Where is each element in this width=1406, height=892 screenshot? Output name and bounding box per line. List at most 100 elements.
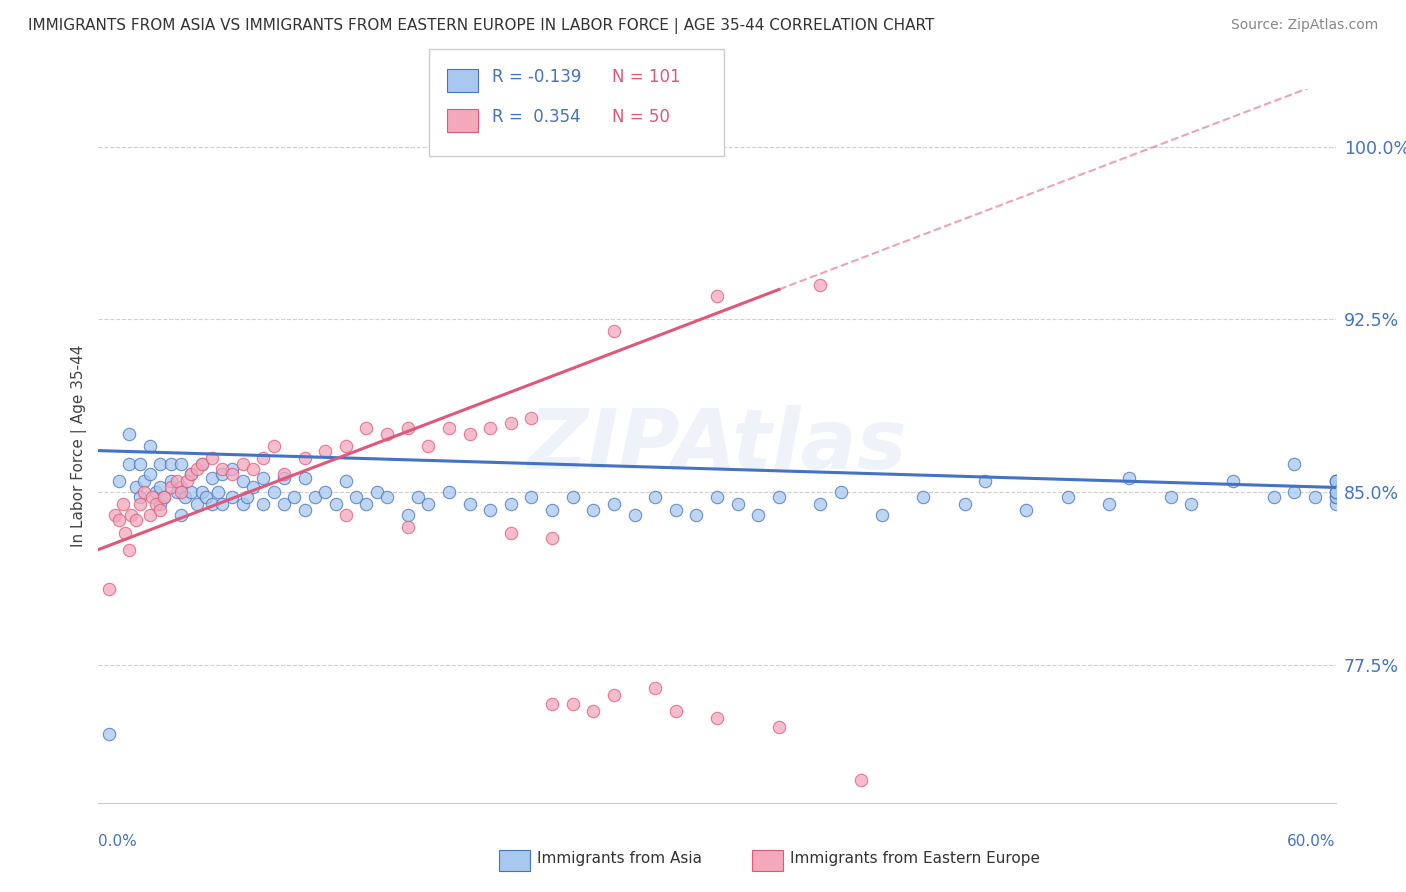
Point <box>1098 497 1121 511</box>
Point <box>180 467 202 481</box>
Point <box>335 439 357 453</box>
Point <box>1160 490 1182 504</box>
Point <box>139 467 162 481</box>
Point <box>1303 490 1326 504</box>
Point <box>190 485 212 500</box>
Point <box>541 531 564 545</box>
Point <box>644 490 666 504</box>
Point <box>1180 497 1202 511</box>
Text: 60.0%: 60.0% <box>1288 834 1336 849</box>
Y-axis label: In Labor Force | Age 35-44: In Labor Force | Age 35-44 <box>72 345 87 547</box>
Point <box>437 485 460 500</box>
Point <box>1324 474 1347 488</box>
Point <box>644 681 666 695</box>
Point <box>953 497 976 511</box>
Point <box>145 497 167 511</box>
Point <box>808 277 831 292</box>
Point <box>263 439 285 453</box>
Point <box>1222 474 1244 488</box>
Point <box>159 480 181 494</box>
Point <box>174 490 197 504</box>
Point <box>118 542 141 557</box>
Point <box>335 508 357 522</box>
Point <box>170 485 193 500</box>
Point <box>176 474 198 488</box>
Point <box>211 462 233 476</box>
Point <box>207 485 229 500</box>
Point <box>582 503 605 517</box>
Point <box>221 467 243 481</box>
Point <box>912 490 935 504</box>
Point <box>561 697 583 711</box>
Point <box>232 497 254 511</box>
Text: Immigrants from Eastern Europe: Immigrants from Eastern Europe <box>790 852 1040 866</box>
Point <box>132 485 155 500</box>
Point <box>1015 503 1038 517</box>
Point <box>149 458 172 472</box>
Point <box>458 427 481 442</box>
Point <box>768 490 790 504</box>
Text: N = 101: N = 101 <box>612 68 681 86</box>
Point <box>344 490 367 504</box>
Text: Immigrants from Asia: Immigrants from Asia <box>537 852 702 866</box>
Point <box>201 471 224 485</box>
Point <box>128 490 150 504</box>
Point <box>236 490 259 504</box>
Point <box>335 474 357 488</box>
Point <box>458 497 481 511</box>
Point <box>190 458 212 472</box>
Point <box>830 485 852 500</box>
Point <box>561 490 583 504</box>
Point <box>665 503 688 517</box>
Point <box>366 485 388 500</box>
Point <box>201 497 224 511</box>
Point <box>166 485 188 500</box>
Text: R = -0.139: R = -0.139 <box>492 68 582 86</box>
Point <box>356 420 378 434</box>
Point <box>186 462 208 476</box>
Point <box>314 485 336 500</box>
Point <box>128 458 150 472</box>
Point <box>242 462 264 476</box>
Point <box>499 416 522 430</box>
Point <box>252 450 274 465</box>
Point <box>283 490 305 504</box>
Point <box>201 450 224 465</box>
Point <box>170 458 193 472</box>
Point <box>211 497 233 511</box>
Point <box>396 519 419 533</box>
Point <box>1324 474 1347 488</box>
Point <box>314 443 336 458</box>
Point <box>124 480 146 494</box>
Point <box>479 420 502 434</box>
Point <box>499 526 522 541</box>
Point <box>437 420 460 434</box>
Point <box>1324 485 1347 500</box>
Point <box>396 420 419 434</box>
Point <box>149 480 172 494</box>
Point <box>1324 497 1347 511</box>
Point <box>170 480 193 494</box>
Point <box>1263 490 1285 504</box>
Point <box>1056 490 1078 504</box>
Point <box>252 497 274 511</box>
Point <box>1324 490 1347 504</box>
Point <box>706 490 728 504</box>
Point <box>418 439 440 453</box>
Point <box>768 720 790 734</box>
Point <box>221 462 243 476</box>
Point <box>1118 471 1140 485</box>
Point <box>406 490 429 504</box>
Point <box>974 474 997 488</box>
Point <box>603 497 626 511</box>
Point <box>166 474 188 488</box>
Point <box>159 458 181 472</box>
Point <box>1324 490 1347 504</box>
Point <box>1284 458 1306 472</box>
Point <box>159 474 181 488</box>
Point <box>520 411 543 425</box>
Text: Source: ZipAtlas.com: Source: ZipAtlas.com <box>1230 18 1378 32</box>
Point <box>139 508 162 522</box>
Point <box>118 427 141 442</box>
Point <box>706 711 728 725</box>
